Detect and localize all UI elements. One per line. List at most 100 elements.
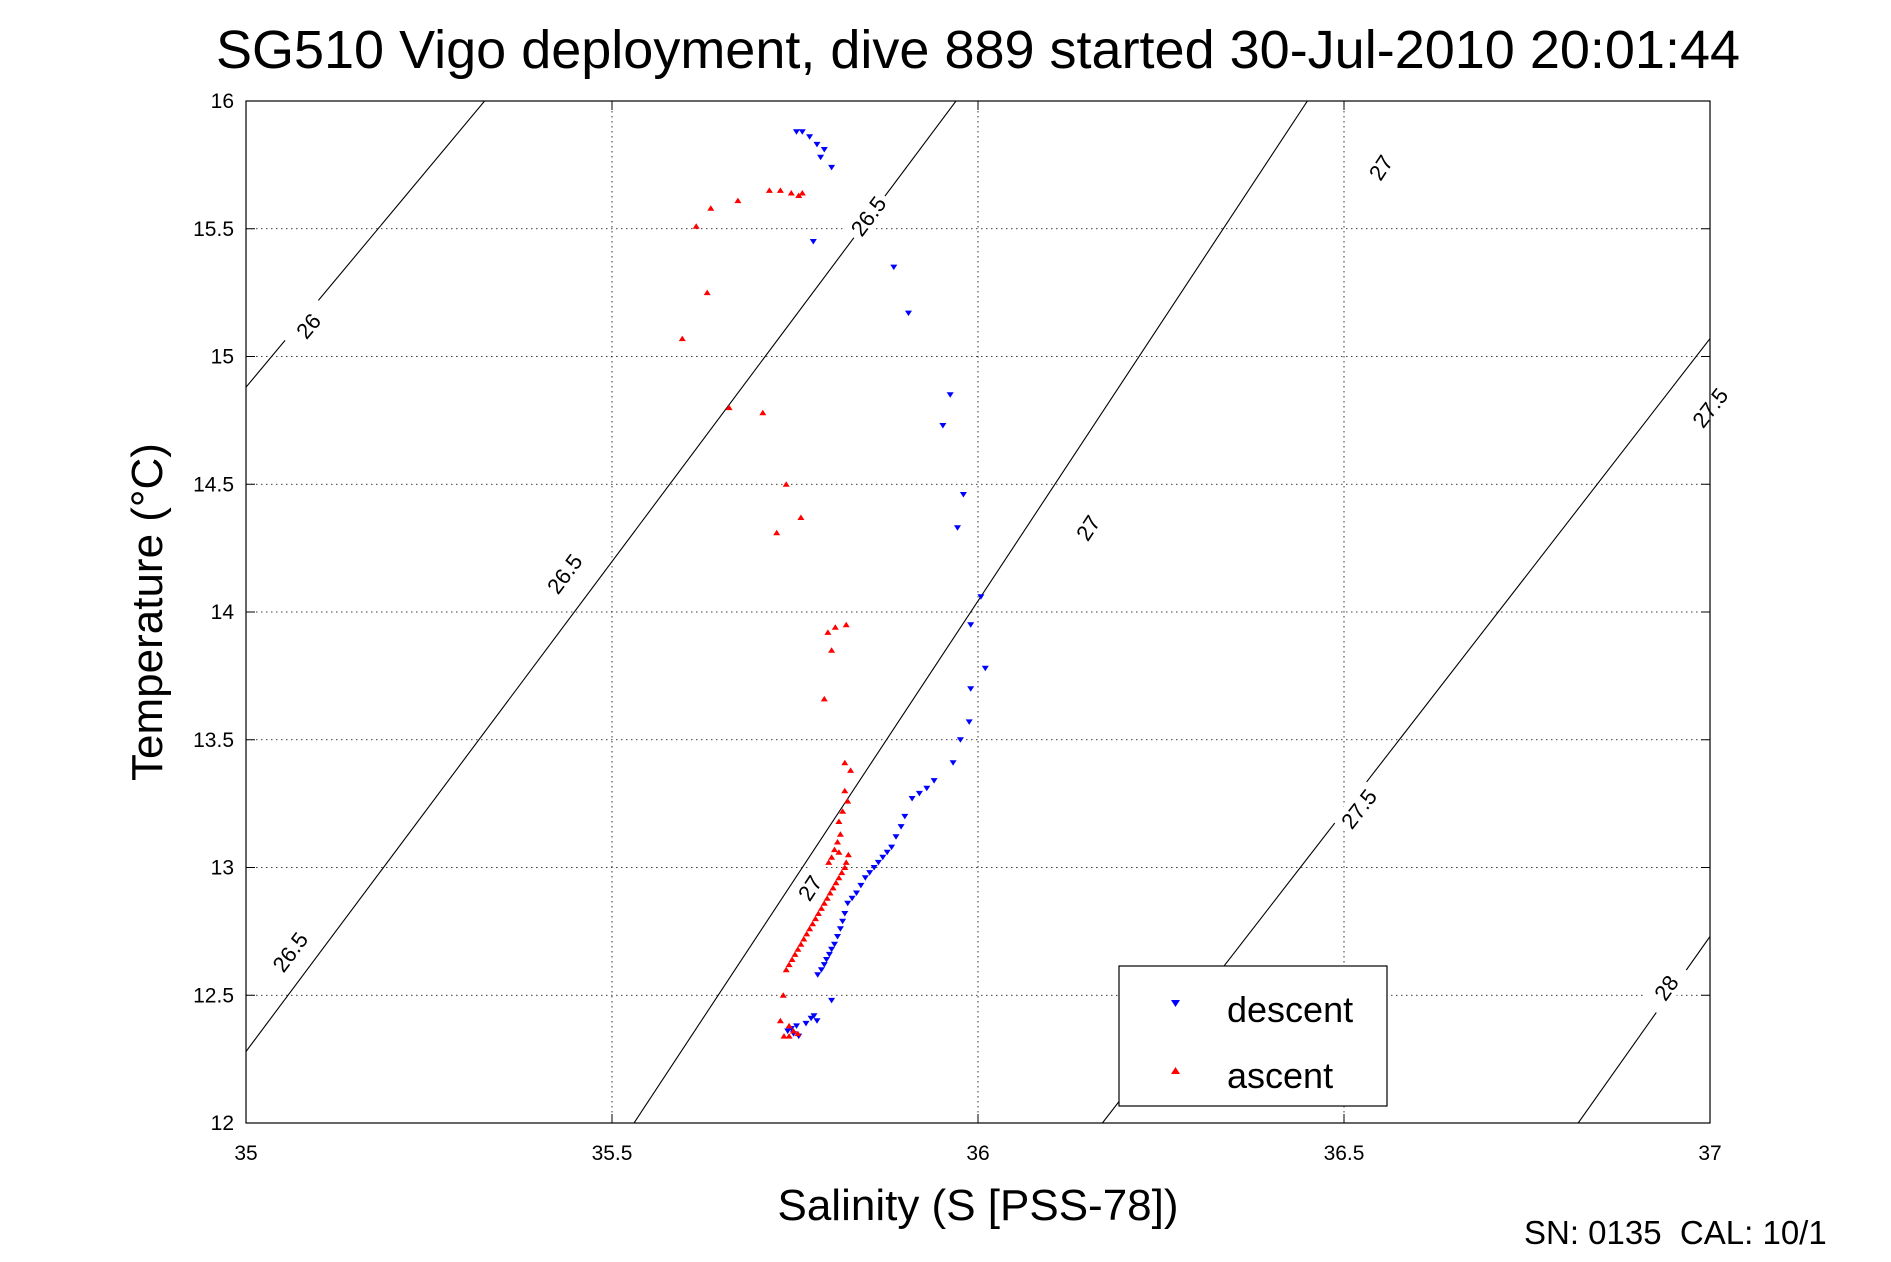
descent-point (981, 665, 989, 672)
ascent-point (795, 192, 803, 198)
legend-descent-marker (1171, 1000, 1180, 1007)
ascent-point (841, 864, 849, 870)
y-tick-label: 13 (211, 857, 234, 880)
ascent-point (826, 890, 834, 896)
ascent-point (847, 767, 855, 773)
ascent-point (759, 409, 767, 416)
ascent-point (835, 874, 843, 881)
descent-point (890, 264, 898, 271)
contour-label-mask (281, 297, 335, 355)
contour-label-mask (842, 187, 895, 245)
descent-point (897, 824, 905, 830)
ascent-point (828, 647, 836, 653)
descent-point (946, 392, 954, 398)
legend-box (1118, 965, 1388, 1107)
descent-point (965, 719, 973, 725)
descent-point (784, 1028, 792, 1034)
descent-point (939, 423, 947, 429)
ascent-point (829, 884, 837, 891)
descent-point (793, 129, 800, 135)
ascent-point (809, 920, 817, 927)
descent-point (828, 997, 836, 1004)
y-tick-label: 13.5 (193, 729, 234, 752)
ascent-point (803, 930, 811, 937)
y-axis-title: Temperature (°C) (123, 443, 172, 781)
descent-point (905, 310, 912, 317)
descent-point (813, 1018, 821, 1024)
ascent-point (828, 854, 836, 860)
ascent-point (787, 190, 795, 196)
descent-point (813, 141, 821, 148)
ascent-point (820, 900, 828, 906)
x-axis-title: Salinity (S [PSS-78]) (777, 1181, 1178, 1230)
descent-point (874, 859, 882, 866)
contour-label-mask (1640, 958, 1692, 1017)
ascent-point (776, 1017, 784, 1024)
contour-label-mask (1062, 498, 1113, 557)
ascent-point (798, 190, 806, 196)
ascent-point (806, 925, 814, 932)
descent-point (820, 962, 828, 968)
ascent-point (776, 187, 784, 193)
legend: descent ascent (1118, 965, 1388, 1107)
legend-ascent-label: ascent (1227, 1055, 1333, 1096)
ascent-point (820, 695, 828, 702)
ascent-point (790, 1028, 797, 1034)
ascent-point (832, 879, 840, 886)
ascent-point (800, 936, 808, 942)
descent-point (834, 934, 841, 940)
y-tick-label: 12.5 (193, 984, 234, 1007)
contour-label-mask (1355, 138, 1406, 197)
descent-point (888, 844, 896, 851)
descent-point (857, 882, 865, 889)
descent-point (839, 918, 847, 925)
ascent-point (812, 915, 819, 922)
ascent-point (765, 187, 773, 193)
ascent-point (823, 895, 831, 901)
descent-point (831, 941, 838, 948)
descent-point (823, 957, 830, 963)
descent-point (967, 622, 975, 628)
ascent-point (814, 910, 822, 916)
contour-label-mask (1332, 780, 1385, 838)
descent-point (798, 129, 806, 135)
descent-point (806, 134, 814, 140)
ascent-point (791, 951, 799, 957)
ascent-point (838, 869, 846, 876)
ascent-point (825, 859, 833, 865)
descent-point (841, 911, 849, 917)
legend-ascent-marker (1171, 1067, 1180, 1074)
x-tick-label: 36 (966, 1142, 989, 1165)
y-tick-label: 12 (211, 1112, 234, 1135)
ascent-point (831, 846, 838, 853)
descent-point (817, 967, 825, 973)
descent-point (930, 778, 938, 784)
descent-point (807, 1015, 815, 1022)
descent-point (820, 147, 828, 153)
descent-point (793, 1023, 800, 1029)
descent-point (977, 594, 985, 600)
ascent-point (836, 831, 844, 837)
density-contour-28 (1577, 936, 1710, 1123)
ascent-point (817, 905, 825, 911)
x-tick-label: 35.5 (592, 1142, 633, 1165)
ascent-point (725, 404, 733, 411)
contour-label-mask (538, 545, 591, 603)
ascent-point (839, 808, 847, 814)
ascent-point (842, 859, 850, 865)
descent-point (844, 900, 852, 907)
x-tick-label: 35 (234, 1142, 257, 1165)
density-contour-27 (633, 101, 1308, 1123)
descent-point (870, 865, 878, 871)
ascent-point (835, 849, 843, 855)
y-tick-label: 14 (211, 601, 235, 624)
y-tick-label: 14.5 (193, 473, 234, 496)
ascent-point (844, 851, 852, 858)
data-points (678, 129, 989, 1040)
ascent-point (773, 529, 781, 536)
descent-point (892, 834, 900, 840)
ascent-point (835, 818, 843, 824)
contour-label-mask (263, 923, 316, 981)
descent-point (901, 813, 909, 820)
y-tick-label: 16 (211, 90, 234, 113)
